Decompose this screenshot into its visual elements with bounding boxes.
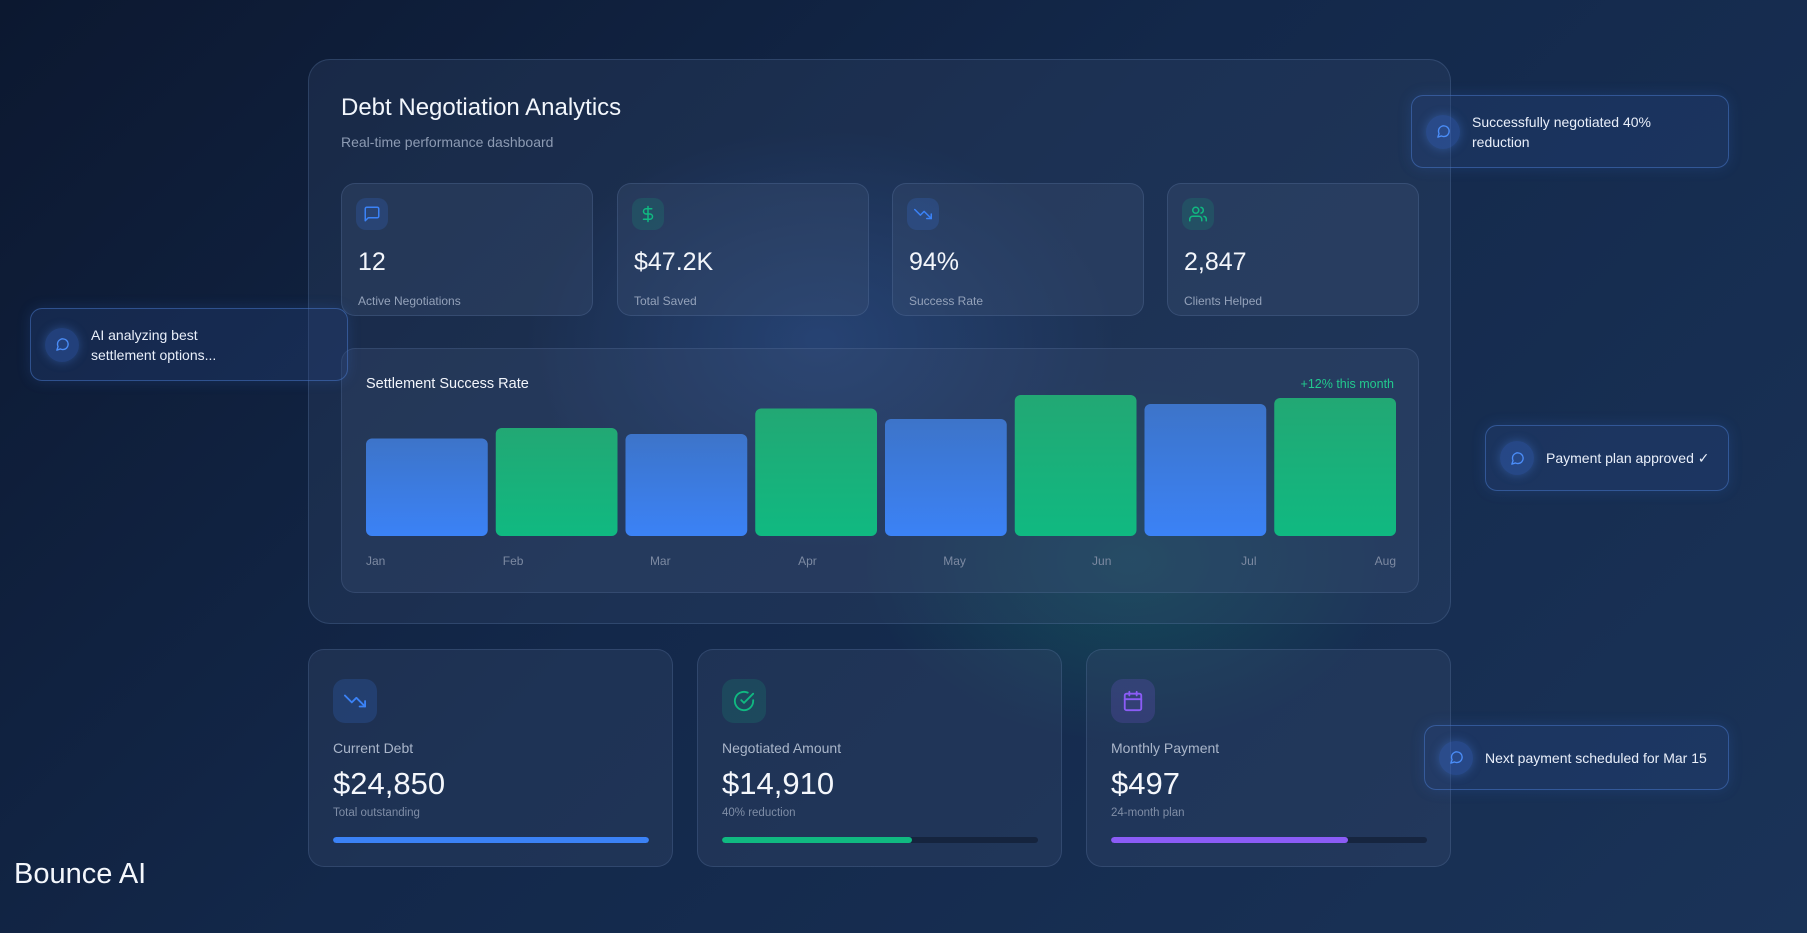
stat-value: 2,847 [1184,248,1247,276]
bar-jan[interactable] [366,438,488,537]
settlement-chart-card: Settlement Success Rate +12% this month … [341,348,1419,593]
bar-aug[interactable] [1274,398,1396,536]
x-tick-label: Mar [650,554,671,568]
card-label: Negotiated Amount [722,740,842,756]
progress-fill [1111,837,1348,843]
card-current-debt[interactable]: Current Debt $24,850 Total outstanding [308,649,673,867]
message-icon [1439,740,1473,775]
stat-card-success-rate[interactable]: 94% Success Rate [892,183,1144,316]
bar-apr[interactable] [755,408,877,537]
stat-card-active-negotiations[interactable]: 12 Active Negotiations [341,183,593,316]
trending-down-icon [333,679,377,723]
check-circle-icon [722,679,766,723]
notification-negotiated[interactable]: Successfully negotiated 40% reduction [1411,95,1729,168]
card-value: $497 [1111,766,1180,801]
bar-mar[interactable] [625,434,748,536]
progress-track [1111,837,1427,843]
notification-text: Next payment scheduled for Mar 15 [1485,749,1707,766]
analytics-panel: Debt Negotiation Analytics Real-time per… [308,59,1451,624]
notification-payment-plan[interactable]: Payment plan approved ✓ [1485,425,1729,491]
calendar-icon [1111,679,1155,723]
bar-jul[interactable] [1144,404,1267,536]
stat-label: Active Negotiations [358,294,461,308]
page-subtitle: Real-time performance dashboard [341,134,554,150]
card-subtext: 24-month plan [1111,807,1185,819]
notification-ai-analyzing[interactable]: AI analyzing best settlement options... [30,308,348,381]
users-icon [1182,198,1214,230]
card-negotiated-amount[interactable]: Negotiated Amount $14,910 40% reduction [697,649,1062,867]
bar-chart: Jan Feb Mar Apr May Jun Jul Aug [366,395,1396,568]
card-subtext: 40% reduction [722,807,796,819]
chat-icon [356,198,388,230]
chart-delta: +12% this month [1300,377,1394,391]
x-tick-label: Feb [503,554,524,568]
stat-value: $47.2K [634,248,714,276]
dollar-icon [632,198,664,230]
x-tick-label: Jun [1092,554,1111,568]
x-tick-label: Aug [1375,554,1396,568]
bar-jun[interactable] [1014,395,1137,536]
notification-next-payment[interactable]: Next payment scheduled for Mar 15 [1424,725,1729,790]
progress-track [722,837,1038,843]
progress-fill [333,837,649,843]
message-icon [45,327,79,362]
card-label: Monthly Payment [1111,740,1220,756]
card-monthly-payment[interactable]: Monthly Payment $497 24-month plan [1086,649,1451,867]
stat-label: Total Saved [634,294,697,308]
card-value: $14,910 [722,766,835,801]
brand-logo: Bounce AI [14,858,147,890]
stat-label: Success Rate [909,294,984,308]
stat-value: 94% [909,248,960,276]
stat-card-clients-helped[interactable]: 2,847 Clients Helped [1167,183,1419,316]
x-tick-label: Jul [1241,554,1256,568]
progress-fill [722,837,912,843]
bar-feb[interactable] [495,428,618,536]
stat-card-total-saved[interactable]: $47.2K Total Saved [617,183,869,316]
trending-down-icon [907,198,939,230]
x-tick-label: Apr [798,554,817,568]
notification-text: Successfully negotiated 40% reduction [1472,113,1651,150]
page-title: Debt Negotiation Analytics [341,94,622,121]
card-value: $24,850 [333,766,446,801]
message-icon [1426,114,1460,149]
stat-value: 12 [358,248,386,276]
x-tick-label: Jan [366,554,385,568]
card-subtext: Total outstanding [333,807,420,819]
bar-may[interactable] [885,419,1007,536]
notification-text: Payment plan approved ✓ [1546,450,1710,466]
message-icon [1500,441,1534,475]
stat-label: Clients Helped [1184,294,1263,308]
progress-track [333,837,649,843]
notification-text: AI analyzing best settlement options... [91,326,217,363]
x-tick-label: May [943,554,966,568]
chart-title: Settlement Success Rate [366,376,529,392]
card-label: Current Debt [333,740,414,756]
